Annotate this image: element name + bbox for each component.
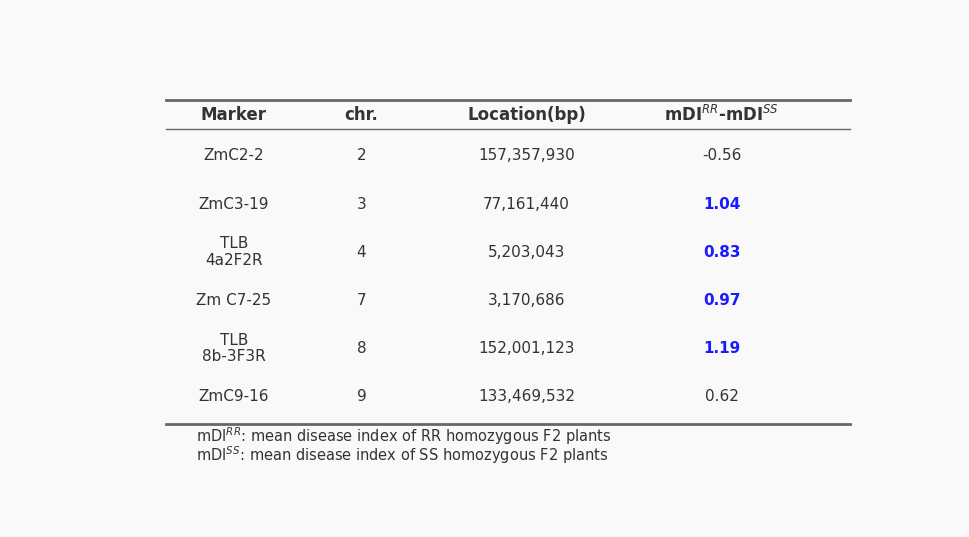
Text: 77,161,440: 77,161,440 — [484, 197, 570, 212]
Text: -0.56: -0.56 — [703, 148, 741, 163]
Text: ZmC2-2: ZmC2-2 — [203, 148, 265, 163]
Text: 0.97: 0.97 — [703, 293, 740, 308]
Text: mDI$^{SS}$: mean disease index of SS homozygous F2 plants: mDI$^{SS}$: mean disease index of SS hom… — [196, 444, 609, 466]
Text: Location(bp): Location(bp) — [467, 106, 586, 124]
Text: 3: 3 — [357, 197, 366, 212]
Text: 3,170,686: 3,170,686 — [488, 293, 565, 308]
Text: 8b-3F3R: 8b-3F3R — [202, 350, 266, 365]
Text: 1.04: 1.04 — [703, 197, 740, 212]
Text: 5,203,043: 5,203,043 — [488, 245, 565, 260]
Text: TLB: TLB — [220, 236, 248, 251]
Text: 8: 8 — [357, 341, 366, 356]
Text: 0.83: 0.83 — [703, 245, 740, 260]
Text: 4: 4 — [357, 245, 366, 260]
Text: ZmC3-19: ZmC3-19 — [199, 197, 269, 212]
Text: TLB: TLB — [220, 333, 248, 348]
Text: mDI$^{RR}$-mDI$^{SS}$: mDI$^{RR}$-mDI$^{SS}$ — [665, 105, 779, 125]
Text: 157,357,930: 157,357,930 — [479, 148, 575, 163]
Text: Marker: Marker — [201, 106, 266, 124]
Text: chr.: chr. — [345, 106, 378, 124]
Text: Zm C7-25: Zm C7-25 — [196, 293, 271, 308]
Text: 7: 7 — [357, 293, 366, 308]
Text: mDI$^{RR}$: mean disease index of RR homozygous F2 plants: mDI$^{RR}$: mean disease index of RR hom… — [196, 426, 611, 447]
Text: 9: 9 — [357, 389, 366, 404]
Text: 4a2F2R: 4a2F2R — [205, 253, 263, 268]
Text: 1.19: 1.19 — [703, 341, 740, 356]
Text: ZmC9-16: ZmC9-16 — [199, 389, 269, 404]
Text: 0.62: 0.62 — [705, 389, 738, 404]
Text: 2: 2 — [357, 148, 366, 163]
Text: 152,001,123: 152,001,123 — [479, 341, 575, 356]
Text: 133,469,532: 133,469,532 — [478, 389, 576, 404]
